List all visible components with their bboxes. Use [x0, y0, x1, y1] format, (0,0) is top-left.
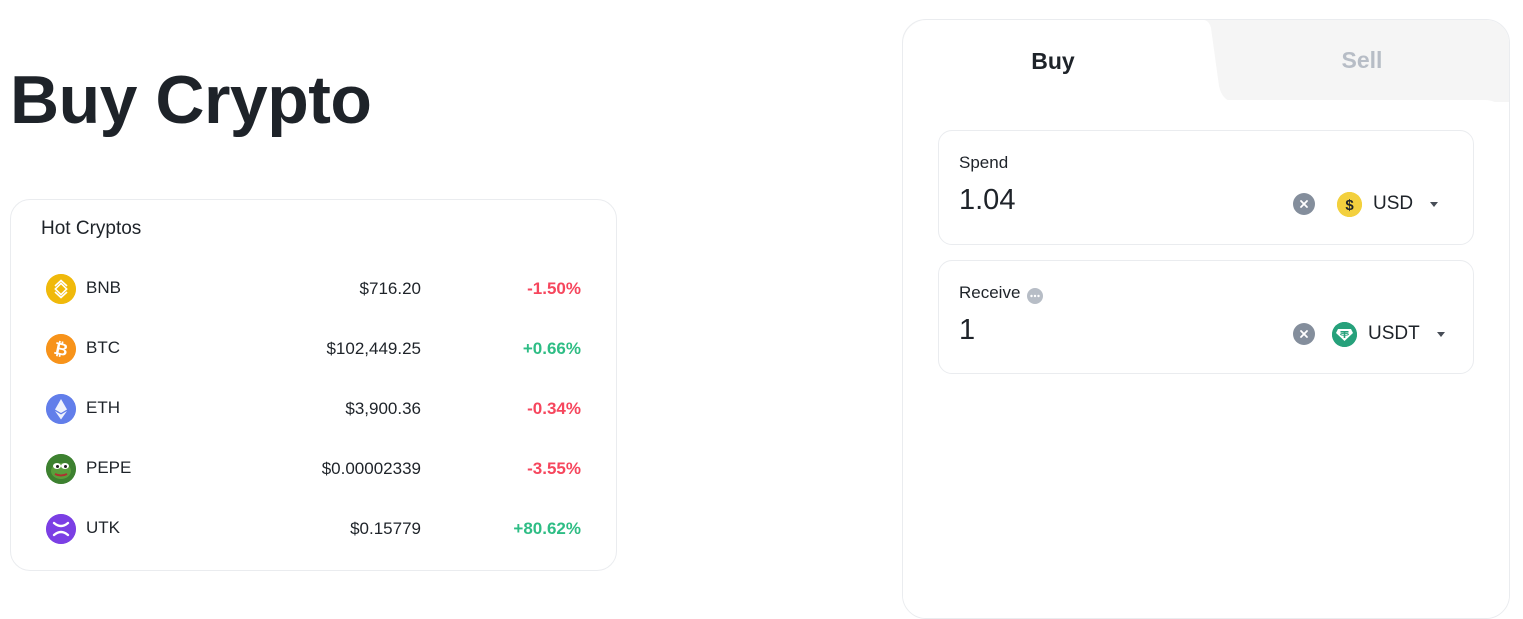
- coin-symbol: UTK: [86, 518, 120, 537]
- hot-cryptos-title: Hot Cryptos: [41, 218, 142, 239]
- close-icon: [1300, 330, 1308, 338]
- crypto-row-bnb[interactable]: BNB $716.20 -1.50%: [11, 269, 616, 309]
- receive-currency-label: USDT: [1368, 323, 1420, 344]
- utk-icon: [46, 514, 76, 544]
- spend-currency-select[interactable]: $ USD: [1337, 189, 1439, 219]
- more-info-icon[interactable]: [1027, 288, 1043, 304]
- crypto-row-utk[interactable]: UTK $0.15779 +80.62%: [11, 509, 616, 549]
- coin-symbol: BNB: [86, 278, 121, 297]
- spend-field: Spend $ USD: [938, 130, 1474, 245]
- coin-symbol: BTC: [86, 338, 120, 357]
- crypto-row-pepe[interactable]: PEPE $0.00002339 -3.55%: [11, 449, 616, 489]
- tab-sell[interactable]: Sell: [1341, 46, 1383, 73]
- hot-cryptos-card: Hot Cryptos BNB $716.20 -1.50% ₿ BTC $: [10, 199, 617, 571]
- spend-label: Spend: [959, 153, 1009, 172]
- coin-price: $0.00002339: [321, 459, 421, 478]
- crypto-row-btc[interactable]: ₿ BTC $102,449.25 +0.66%: [11, 329, 616, 369]
- eth-icon: [46, 394, 76, 424]
- caret-down-icon: [1430, 201, 1439, 207]
- page-title: Buy Crypto: [10, 62, 372, 138]
- coin-change: -3.55%: [527, 459, 581, 478]
- coin-price: $0.15779: [350, 519, 421, 538]
- coin-price: $3,900.36: [345, 399, 421, 418]
- tether-icon: [1332, 321, 1357, 347]
- caret-down-icon: [1436, 331, 1445, 337]
- coin-price: $716.20: [359, 279, 421, 298]
- clear-receive-button[interactable]: [1293, 323, 1315, 345]
- coin-price: $102,449.25: [326, 339, 421, 358]
- receive-field: Receive USDT: [938, 260, 1474, 374]
- pepe-icon: [46, 454, 76, 484]
- svg-text:$: $: [1345, 197, 1354, 214]
- coin-change: -1.50%: [527, 279, 581, 298]
- crypto-row-eth[interactable]: ETH $3,900.36 -0.34%: [11, 389, 616, 429]
- coin-change: -0.34%: [527, 399, 581, 418]
- receive-label: Receive: [959, 283, 1021, 302]
- trade-panel: Buy Sell Spend $ USD Receive: [902, 19, 1510, 619]
- coin-change: +80.62%: [513, 519, 581, 538]
- receive-input[interactable]: [959, 314, 1259, 347]
- receive-currency-select[interactable]: USDT: [1332, 319, 1446, 349]
- tab-buy[interactable]: Buy: [903, 20, 1203, 102]
- dollar-coin-icon: $: [1337, 191, 1362, 217]
- svg-text:₿: ₿: [52, 339, 70, 360]
- spend-currency-label: USD: [1373, 193, 1414, 214]
- spend-input[interactable]: [959, 184, 1259, 217]
- bnb-icon: [46, 274, 76, 304]
- tab-divider: [1193, 20, 1233, 102]
- coin-symbol: ETH: [86, 398, 120, 417]
- close-icon: [1300, 200, 1308, 208]
- clear-spend-button[interactable]: [1293, 193, 1315, 215]
- coin-change: +0.66%: [522, 339, 581, 358]
- coin-symbol: PEPE: [86, 458, 132, 477]
- btc-icon: ₿: [46, 334, 76, 364]
